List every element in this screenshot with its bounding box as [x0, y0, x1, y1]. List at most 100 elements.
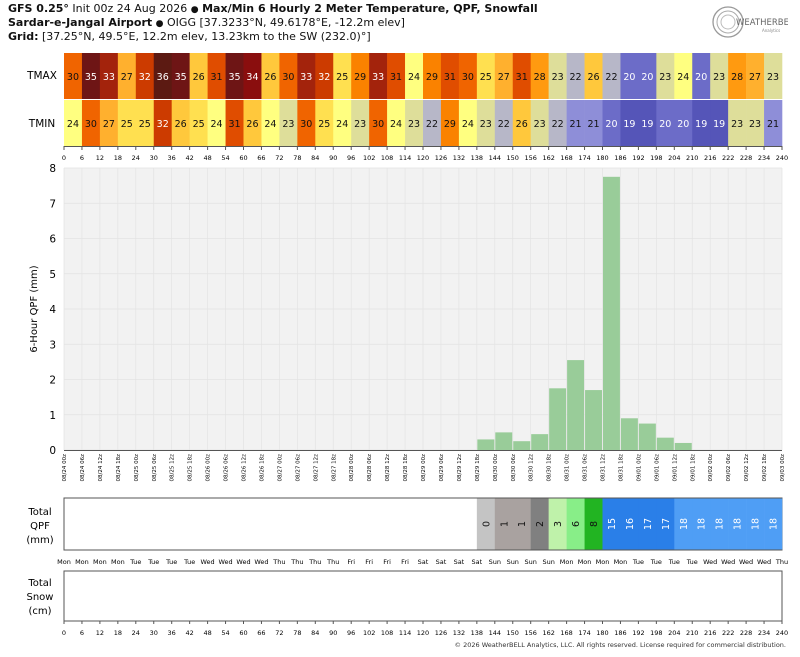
snow-hour-tick-label: 162 — [542, 629, 554, 637]
tmin-cell — [171, 100, 190, 146]
snow-hour-tick-label: 168 — [560, 629, 572, 637]
logo-subtext: Analytics — [762, 28, 780, 33]
tmin-cell — [279, 100, 298, 146]
total-qpf-value: 18 — [769, 518, 780, 530]
date-tick-label: 09/01 18z — [690, 454, 696, 482]
tmin-cell — [566, 100, 585, 146]
total-snow-label-line3: (cm) — [28, 606, 51, 617]
tmin-value: 20 — [659, 119, 671, 130]
qpf-bar — [638, 423, 656, 450]
day-tick-label: Wed — [721, 558, 735, 566]
snow-hour-tick-label: 18 — [114, 629, 122, 637]
tmax-cell — [602, 53, 621, 99]
tmax-cell — [333, 53, 352, 99]
tmax-value: 32 — [318, 72, 330, 83]
tmin-cell — [728, 100, 747, 146]
date-tick-label: 08/31 06z — [583, 454, 589, 482]
tmin-cell — [225, 100, 244, 146]
tmin-cell — [135, 100, 155, 146]
total-qpf-cell — [530, 498, 549, 550]
tmin-value: 22 — [498, 119, 510, 130]
tmax-cell — [225, 53, 244, 99]
qpf-bar — [656, 437, 674, 450]
tmin-value: 23 — [731, 119, 743, 130]
total-qpf-value: 1 — [499, 521, 510, 527]
title-line-1: GFS 0.25° Init 00z 24 Aug 2026 ● Max/Min… — [8, 2, 538, 15]
date-tick-label: 08/31 12z — [601, 454, 607, 482]
tmin-value: 27 — [103, 119, 115, 130]
hour-tick-label: 138 — [471, 154, 483, 162]
tmin-value: 19 — [713, 119, 725, 130]
hour-tick-label: 168 — [560, 154, 572, 162]
day-tick-label: Sun — [542, 558, 554, 566]
tmax-value: 26 — [587, 72, 599, 83]
snow-hour-tick-label: 222 — [722, 629, 734, 637]
tmax-value: 22 — [570, 72, 582, 83]
tmax-value: 23 — [552, 72, 564, 83]
qpf-y-tick-label: 3 — [49, 339, 56, 351]
tmin-value: 26 — [246, 119, 258, 130]
tmax-cell — [764, 53, 783, 99]
total-qpf-cell — [620, 498, 639, 550]
date-tick-label: 08/26 06z — [224, 454, 230, 482]
tmax-value: 20 — [641, 72, 653, 83]
tmax-cell — [548, 53, 567, 99]
tmin-value: 22 — [552, 119, 564, 130]
qpf-y-tick-label: 2 — [49, 375, 56, 387]
total-qpf-value: 0 — [481, 521, 492, 527]
snow-hour-tick-label: 6 — [80, 629, 84, 637]
tmin-value: 22 — [426, 119, 438, 130]
qpf-y-tick-label: 4 — [49, 304, 56, 316]
tmin-cell — [746, 100, 765, 146]
day-tick-label: Wed — [236, 558, 250, 566]
date-tick-label: 08/24 12z — [98, 454, 104, 482]
tmin-cell — [333, 100, 352, 146]
qpf-bar — [674, 442, 692, 450]
hour-tick-label: 192 — [632, 154, 644, 162]
tmin-cell — [243, 100, 262, 146]
tmax-cell — [494, 53, 514, 99]
snow-hour-tick-label: 204 — [668, 629, 680, 637]
tmin-cell — [674, 100, 693, 146]
tmin-cell — [369, 100, 388, 146]
tmax-cell — [405, 53, 424, 99]
tmax-cell — [710, 53, 729, 99]
tmax-value: 27 — [498, 72, 510, 83]
date-tick-label: 08/25 12z — [170, 454, 176, 482]
tmax-cell — [135, 53, 155, 99]
qpf-y-tick-label: 7 — [49, 198, 56, 210]
snow-hour-tick-label: 96 — [347, 629, 355, 637]
snow-hour-tick-label: 228 — [740, 629, 752, 637]
total-qpf-cell — [584, 498, 603, 550]
snow-hour-tick-label: 108 — [381, 629, 393, 637]
day-tick-label: Tue — [686, 558, 698, 566]
qpf-y-tick-label: 0 — [49, 445, 56, 457]
total-qpf-label-line1: Total — [27, 507, 51, 518]
tmax-value: 30 — [282, 72, 294, 83]
tmin-cell — [602, 100, 621, 146]
tmax-value: 30 — [462, 72, 474, 83]
hour-tick-label: 90 — [329, 154, 337, 162]
date-tick-label: 08/30 12z — [529, 454, 535, 482]
total-qpf-value: 18 — [715, 518, 726, 530]
date-tick-label: 09/01 06z — [654, 454, 660, 482]
snow-hour-tick-label: 240 — [776, 629, 788, 637]
date-tick-label: 08/29 12z — [457, 454, 463, 482]
day-tick-label: Thu — [308, 558, 321, 566]
tmax-value: 31 — [444, 72, 456, 83]
tmax-value: 31 — [211, 72, 223, 83]
tmin-cell — [297, 100, 316, 146]
date-tick-label: 08/30 06z — [511, 454, 517, 482]
day-tick-label: Fri — [347, 558, 355, 566]
hour-tick-label: 84 — [311, 154, 319, 162]
total-qpf-cell — [494, 498, 514, 550]
snow-hour-tick-label: 0 — [62, 629, 66, 637]
snow-hour-tick-label: 174 — [578, 629, 590, 637]
snow-hour-tick-label: 66 — [257, 629, 265, 637]
tmin-cell — [458, 100, 478, 146]
tmax-cell — [81, 53, 101, 99]
tmin-cell — [638, 100, 657, 146]
total-snow-frame — [63, 570, 783, 622]
tmax-cell — [423, 53, 442, 99]
